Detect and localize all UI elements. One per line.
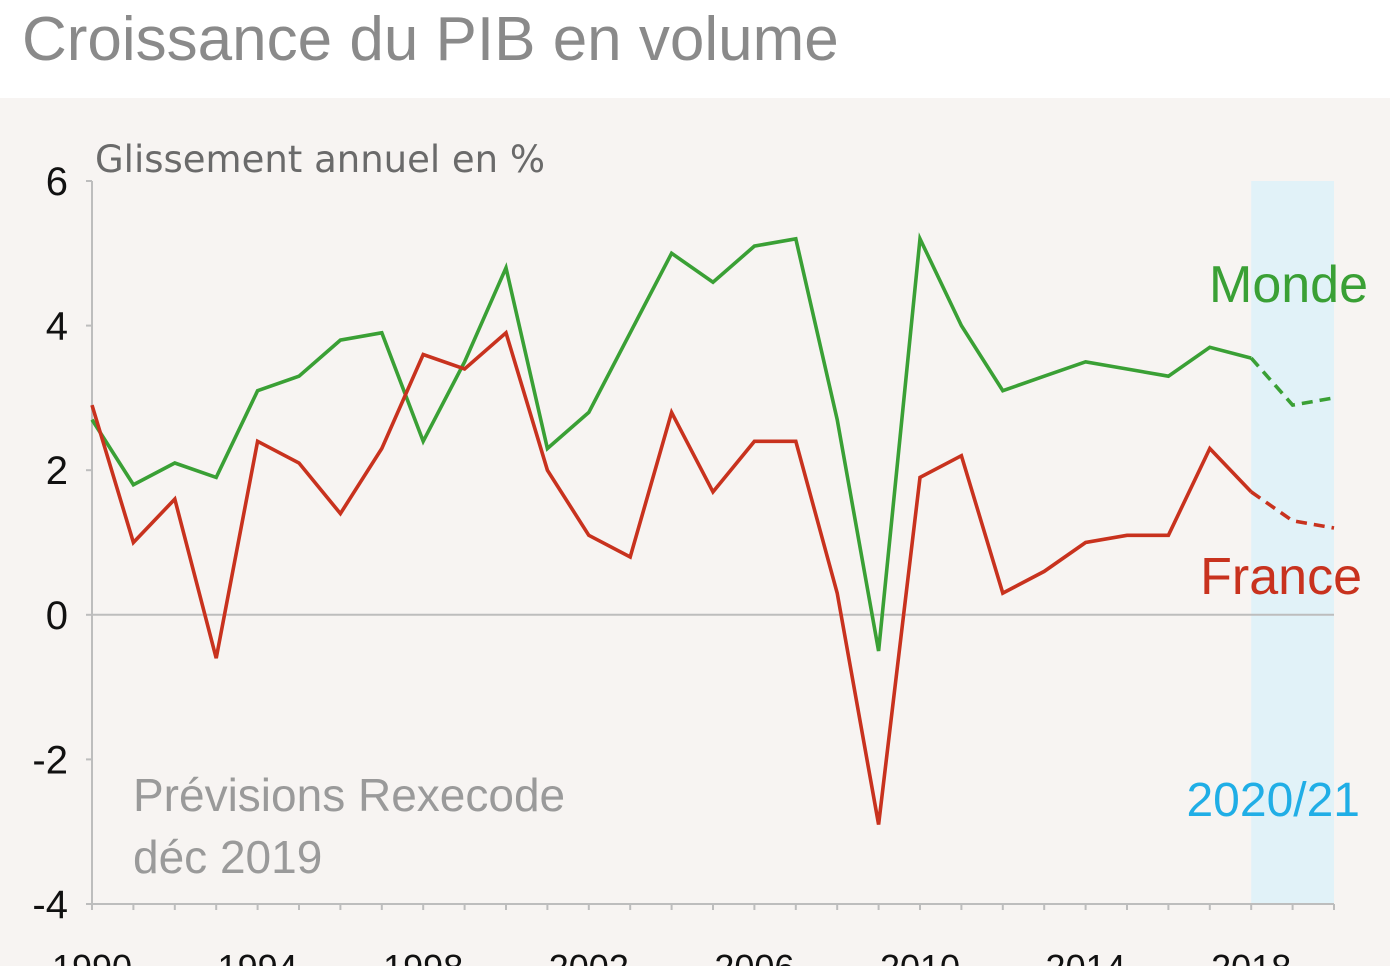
x-tick-label: 1998 (383, 947, 463, 966)
series-line-monde (90, 232, 1252, 652)
x-tick-label: 2002 (549, 947, 629, 966)
x-tick-label: 2018 (1211, 947, 1291, 966)
y-tick-label: 2 (46, 449, 68, 493)
y-tick-label: -4 (32, 883, 68, 927)
forecast-line-france (1250, 490, 1335, 530)
chart-area (0, 98, 1390, 966)
annotation-line-2: déc 2019 (133, 831, 322, 883)
x-tick-label: 2006 (714, 947, 794, 966)
x-tick-label: 1990 (52, 947, 132, 966)
page-title: Croissance du PIB en volume (22, 5, 839, 74)
series-label-monde: Monde (1209, 256, 1368, 314)
y-tick-label: 0 (46, 594, 68, 638)
y-tick-label: 6 (46, 160, 68, 204)
forecast-period-label: 2020/21 (1186, 774, 1360, 827)
forecast-line-monde (1249, 356, 1335, 408)
x-tick-label: 2010 (880, 947, 960, 966)
series-line-france (90, 329, 1253, 825)
x-tick-label: 1994 (218, 947, 298, 966)
y-axis-label: Glissement annuel en % (95, 138, 545, 181)
y-tick-label: -2 (32, 738, 68, 782)
x-tick-label: 2014 (1046, 947, 1126, 966)
annotation-line-1: Prévisions Rexecode (133, 769, 565, 821)
y-tick-label: 4 (46, 305, 68, 349)
forecast-band (1251, 181, 1334, 904)
series-label-france: France (1200, 548, 1362, 606)
